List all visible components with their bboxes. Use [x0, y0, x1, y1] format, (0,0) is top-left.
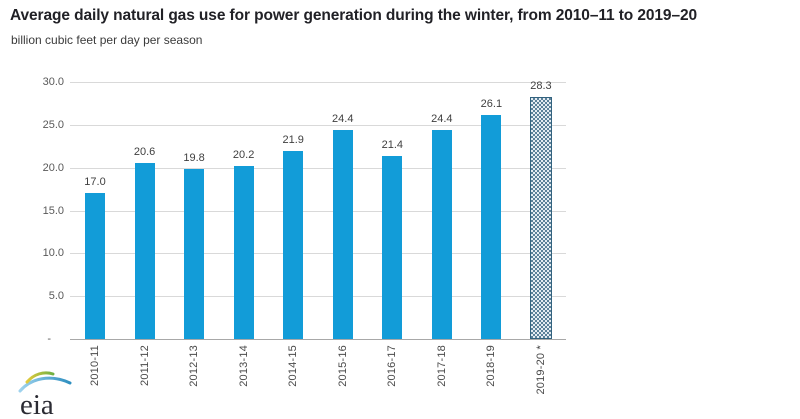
bar-value-label: 26.1	[480, 98, 503, 111]
logo-text: eia	[20, 389, 54, 417]
y-tick-label: 30.0	[42, 76, 64, 88]
bar-value-label: 28.3	[530, 79, 552, 92]
y-tick-label: 15.0	[42, 204, 64, 217]
x-tick-label: 2014-15	[287, 345, 300, 387]
eia-logo-graphic: eia	[18, 371, 72, 419]
y-tick-label: 10.0	[42, 247, 64, 260]
x-tick-label: 2016-17	[386, 345, 399, 387]
gridline	[70, 296, 566, 298]
y-tick-label: 5.0	[48, 290, 64, 303]
y-tick-label: -	[47, 333, 51, 345]
x-tick-label: 2010-11	[89, 345, 101, 386]
logo-swoosh-blue-icon	[18, 376, 72, 393]
bar-value-label: 17.0	[84, 176, 106, 189]
logo-swoosh-green-icon	[25, 371, 55, 384]
x-tick-label: 2012-13	[188, 345, 201, 387]
gridline	[70, 210, 566, 212]
bar-value-label: 24.4	[431, 113, 453, 125]
bar-2011-12	[134, 162, 155, 339]
gridline	[70, 124, 566, 126]
y-tick-label: 25.0	[42, 118, 64, 131]
x-tick-label: 2011-12	[138, 345, 151, 386]
gridline	[70, 253, 566, 255]
bar-2018-19	[481, 115, 502, 339]
bar-2019-20	[530, 96, 552, 339]
x-axis-line	[70, 339, 566, 340]
chart-subtitle: billion cubic feet per day per season	[11, 33, 203, 47]
bar-2010-11	[85, 193, 105, 339]
bar-2012-13	[184, 169, 205, 339]
x-tick-label: 2015-16	[336, 345, 349, 387]
bar-value-label: 19.8	[183, 152, 205, 165]
eia-logo: eia	[16, 369, 74, 419]
bar-2015-16	[332, 130, 353, 339]
bar-value-label: 20.6	[133, 145, 156, 158]
x-tick-label: 2019-20 *	[535, 345, 547, 395]
bar-2014-15	[283, 151, 304, 339]
x-tick-label: 2018-19	[485, 345, 498, 387]
bar-value-label: 21.4	[381, 138, 404, 151]
gridline	[70, 82, 566, 83]
bar-value-label: 21.9	[282, 134, 304, 147]
bar-value-label: 24.4	[332, 113, 354, 125]
x-tick-label: 2013-14	[237, 345, 250, 387]
bar-2017-18	[431, 130, 452, 339]
gridline	[70, 167, 566, 169]
bar-2013-14	[233, 166, 254, 339]
bar-value-label: 20.2	[232, 149, 255, 161]
y-tick-label: 20.0	[42, 161, 64, 174]
bar-2016-17	[382, 155, 403, 339]
x-tick-label: 2017-18	[435, 345, 448, 387]
chart-title: Average daily natural gas use for power …	[10, 7, 698, 24]
